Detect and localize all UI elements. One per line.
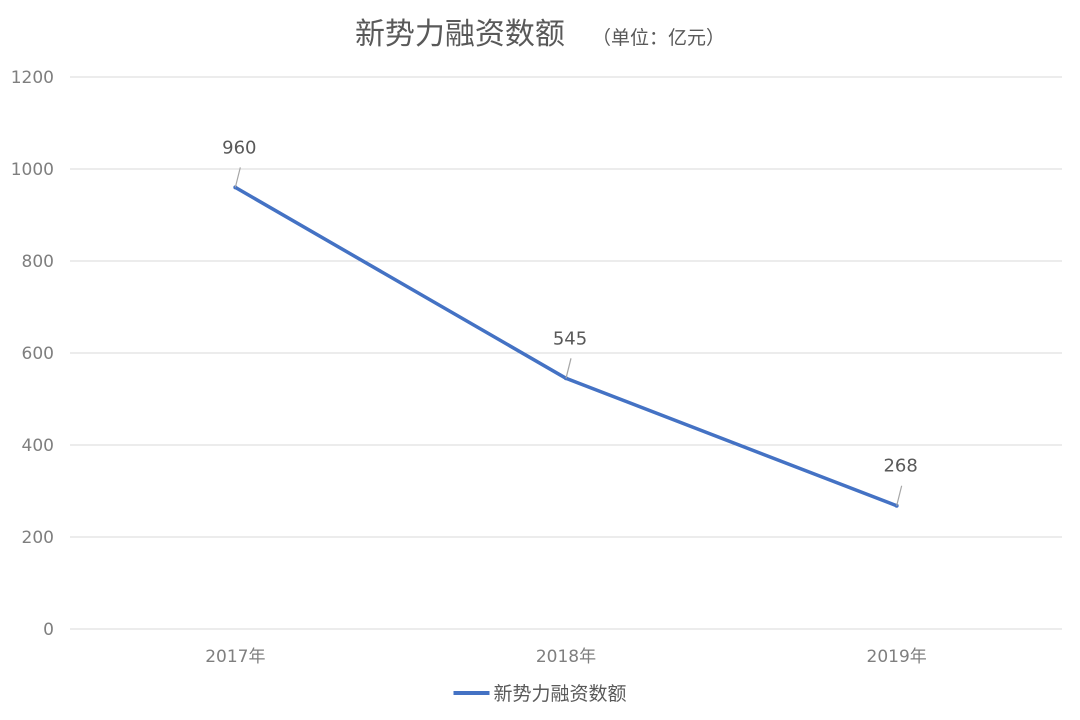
data-label: 960: [222, 137, 256, 158]
chart-title-unit: （单位：亿元）: [592, 27, 725, 49]
x-tick-label: 2017年: [205, 647, 265, 667]
chart-title: 新势力融资数额 （单位：亿元）: [355, 17, 725, 52]
data-label-leader: [896, 485, 903, 506]
legend-label: 新势力融资数额: [493, 683, 626, 705]
data-label-leader: [565, 358, 572, 379]
y-tick-label: 400: [22, 436, 54, 456]
y-tick-label: 800: [22, 252, 54, 272]
y-tick-label: 600: [22, 344, 54, 364]
data-label-leader: [234, 167, 241, 188]
y-tick-label: 0: [43, 620, 54, 640]
y-axis-ticks: 0 200 400 600 800 1000 1200: [11, 68, 54, 640]
x-tick-label: 2019年: [867, 647, 927, 667]
x-axis-ticks: 2017年 2018年 2019年: [205, 647, 927, 667]
x-tick-label: 2018年: [536, 647, 596, 667]
y-tick-label: 1200: [11, 68, 54, 88]
gridlines: [70, 76, 1062, 630]
data-label: 268: [883, 456, 917, 477]
y-tick-label: 1000: [11, 160, 54, 180]
data-label: 545: [553, 328, 587, 349]
y-tick-label: 200: [22, 528, 54, 548]
data-labels: 960 545 268: [222, 137, 918, 506]
chart-title-main: 新势力融资数额: [355, 17, 565, 52]
legend: 新势力融资数额: [453, 683, 627, 705]
